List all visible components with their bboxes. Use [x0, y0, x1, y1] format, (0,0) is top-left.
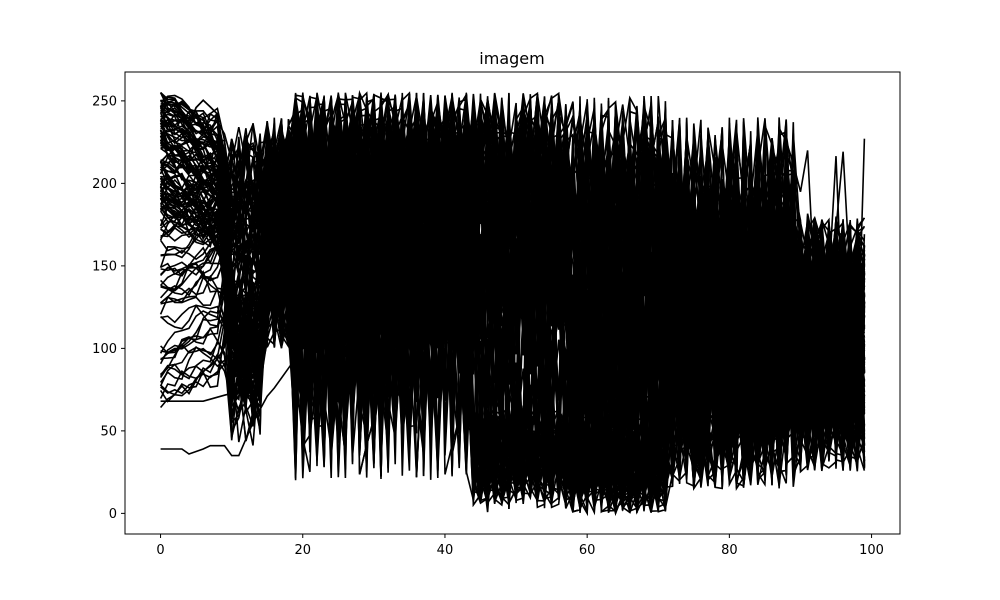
- x-tick-label-80: 80: [721, 543, 738, 558]
- x-tick-label-40: 40: [437, 543, 454, 558]
- x-tick-label-0: 0: [156, 543, 164, 558]
- x-tick-label-100: 100: [859, 543, 884, 558]
- chart-title: imagem: [479, 49, 544, 68]
- y-tick-label-50: 50: [100, 424, 117, 439]
- y-tick-label-150: 150: [92, 259, 117, 274]
- y-tick-label-0: 0: [109, 507, 117, 522]
- x-tick-label-20: 20: [294, 543, 311, 558]
- y-tick-label-250: 250: [92, 94, 117, 109]
- y-tick-label-100: 100: [92, 342, 117, 357]
- x-tick-label-60: 60: [579, 543, 596, 558]
- y-tick-label-200: 200: [92, 177, 117, 192]
